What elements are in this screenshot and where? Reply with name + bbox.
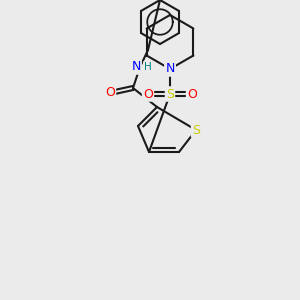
Text: O: O <box>105 86 115 100</box>
Text: H: H <box>144 62 152 72</box>
Text: N: N <box>165 62 175 76</box>
Text: S: S <box>192 124 200 136</box>
Text: N: N <box>131 61 141 74</box>
Text: O: O <box>187 88 197 100</box>
Text: S: S <box>166 88 174 100</box>
Text: O: O <box>143 88 153 100</box>
